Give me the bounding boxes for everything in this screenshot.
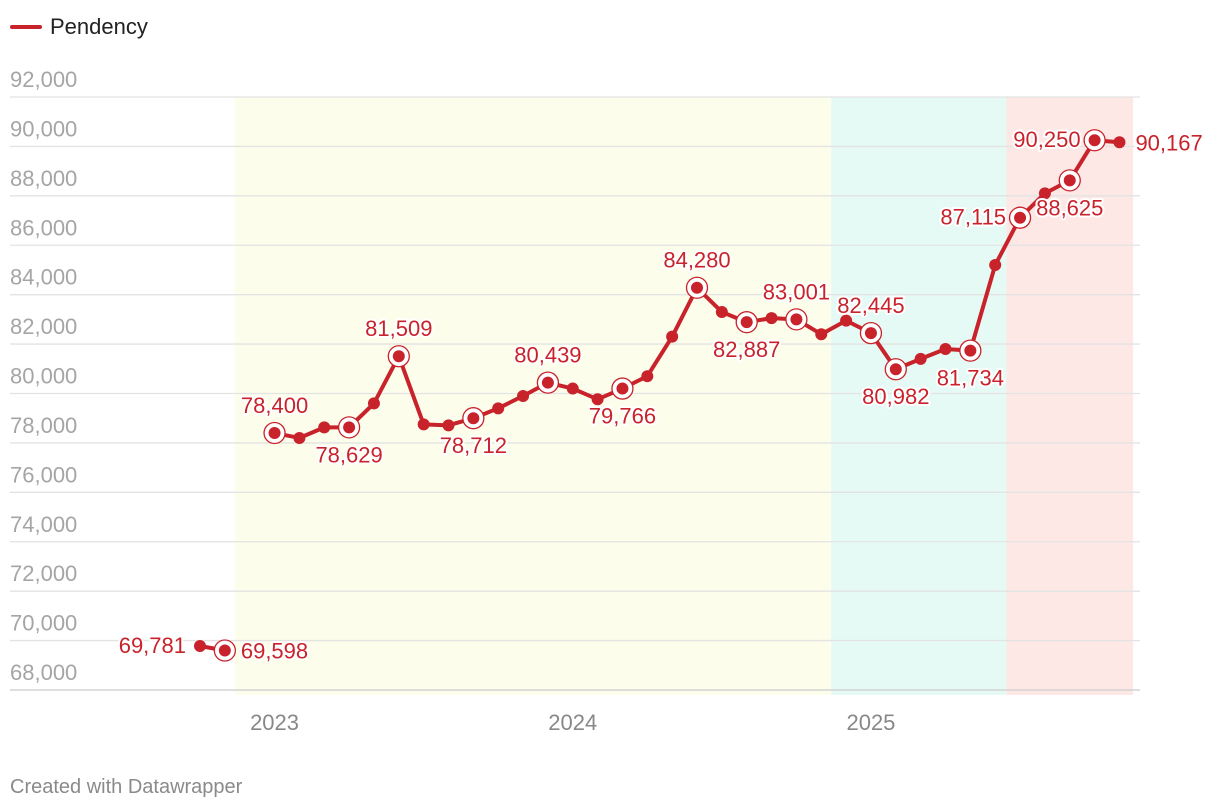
data-point	[492, 402, 505, 415]
data-point	[194, 639, 206, 652]
data-point	[765, 312, 778, 325]
shaded-period-0	[234, 97, 832, 695]
x-tick-label: 2023	[250, 710, 299, 735]
data-point	[1113, 136, 1126, 149]
data-label: 80,439	[514, 343, 581, 368]
legend-swatch	[10, 25, 42, 29]
data-point	[740, 316, 753, 329]
data-point	[691, 281, 703, 294]
data-point	[1088, 134, 1101, 147]
data-point	[442, 419, 455, 432]
y-tick-label: 78,000	[10, 413, 77, 438]
shaded-period-1	[831, 97, 1007, 695]
data-point	[343, 421, 356, 434]
y-tick-label: 86,000	[10, 215, 77, 240]
data-label: 82,887	[713, 337, 780, 362]
data-label: 88,625	[1036, 195, 1103, 220]
y-tick-label: 70,000	[10, 611, 77, 636]
data-point	[566, 382, 579, 395]
data-label: 78,400	[241, 393, 308, 418]
data-label: 83,001	[763, 279, 830, 304]
data-label: 90,250	[1013, 127, 1080, 152]
data-point	[318, 421, 331, 434]
y-tick-label: 84,000	[10, 265, 77, 290]
data-label: 90,167	[1135, 130, 1202, 155]
data-label: 81,734	[937, 366, 1004, 391]
y-tick-label: 88,000	[10, 166, 77, 191]
y-tick-label: 68,000	[10, 660, 77, 685]
data-point	[218, 644, 231, 657]
x-tick-label: 2025	[846, 710, 895, 735]
data-point	[517, 389, 530, 402]
data-point	[964, 344, 977, 357]
data-label: 84,280	[663, 248, 730, 273]
data-point	[1038, 187, 1051, 200]
data-point	[417, 418, 430, 431]
data-point	[1014, 211, 1027, 224]
data-point	[715, 305, 728, 318]
data-label: 87,115	[940, 205, 1006, 230]
data-point	[939, 343, 952, 356]
data-point	[840, 314, 853, 327]
data-point	[541, 376, 554, 389]
data-label: 80,982	[862, 384, 929, 409]
data-label: 82,445	[837, 293, 904, 318]
y-tick-label: 74,000	[10, 512, 77, 537]
data-label: 78,629	[315, 442, 382, 467]
x-tick-label: 2024	[548, 710, 597, 735]
data-point	[815, 328, 828, 341]
line-chart: 68,000 70,000 72,000 74,000 76,000 78,000 80,0…	[10, 67, 1205, 735]
data-point	[666, 330, 679, 343]
data-label: 78,712	[440, 433, 507, 458]
data-point	[914, 352, 927, 365]
y-tick-label: 80,000	[10, 364, 77, 389]
data-label: 69,598	[241, 639, 308, 664]
data-point	[889, 363, 902, 376]
y-tick-label: 92,000	[10, 67, 77, 92]
legend: Pendency	[10, 14, 148, 40]
y-tick-label: 72,000	[10, 561, 77, 586]
footer-credit: Created with Datawrapper	[10, 776, 243, 798]
data-point	[616, 382, 629, 395]
data-label: 81,509	[365, 316, 432, 341]
data-point	[989, 259, 1002, 272]
shaded-period-2	[1006, 97, 1134, 695]
y-tick-label: 82,000	[10, 314, 77, 339]
y-tick-label: 90,000	[10, 116, 77, 141]
data-label: 69,781	[119, 633, 186, 658]
data-point	[641, 370, 654, 383]
data-point	[1063, 174, 1076, 187]
data-point	[864, 327, 877, 340]
data-point	[392, 350, 405, 363]
data-label: 79,766	[589, 404, 656, 429]
data-point	[367, 397, 380, 410]
data-point	[790, 313, 803, 326]
data-point	[591, 393, 604, 406]
legend-label-pendency: Pendency	[50, 14, 148, 39]
data-point	[268, 427, 281, 440]
data-point	[293, 431, 306, 444]
data-point	[467, 412, 480, 425]
y-tick-label: 76,000	[10, 462, 77, 487]
